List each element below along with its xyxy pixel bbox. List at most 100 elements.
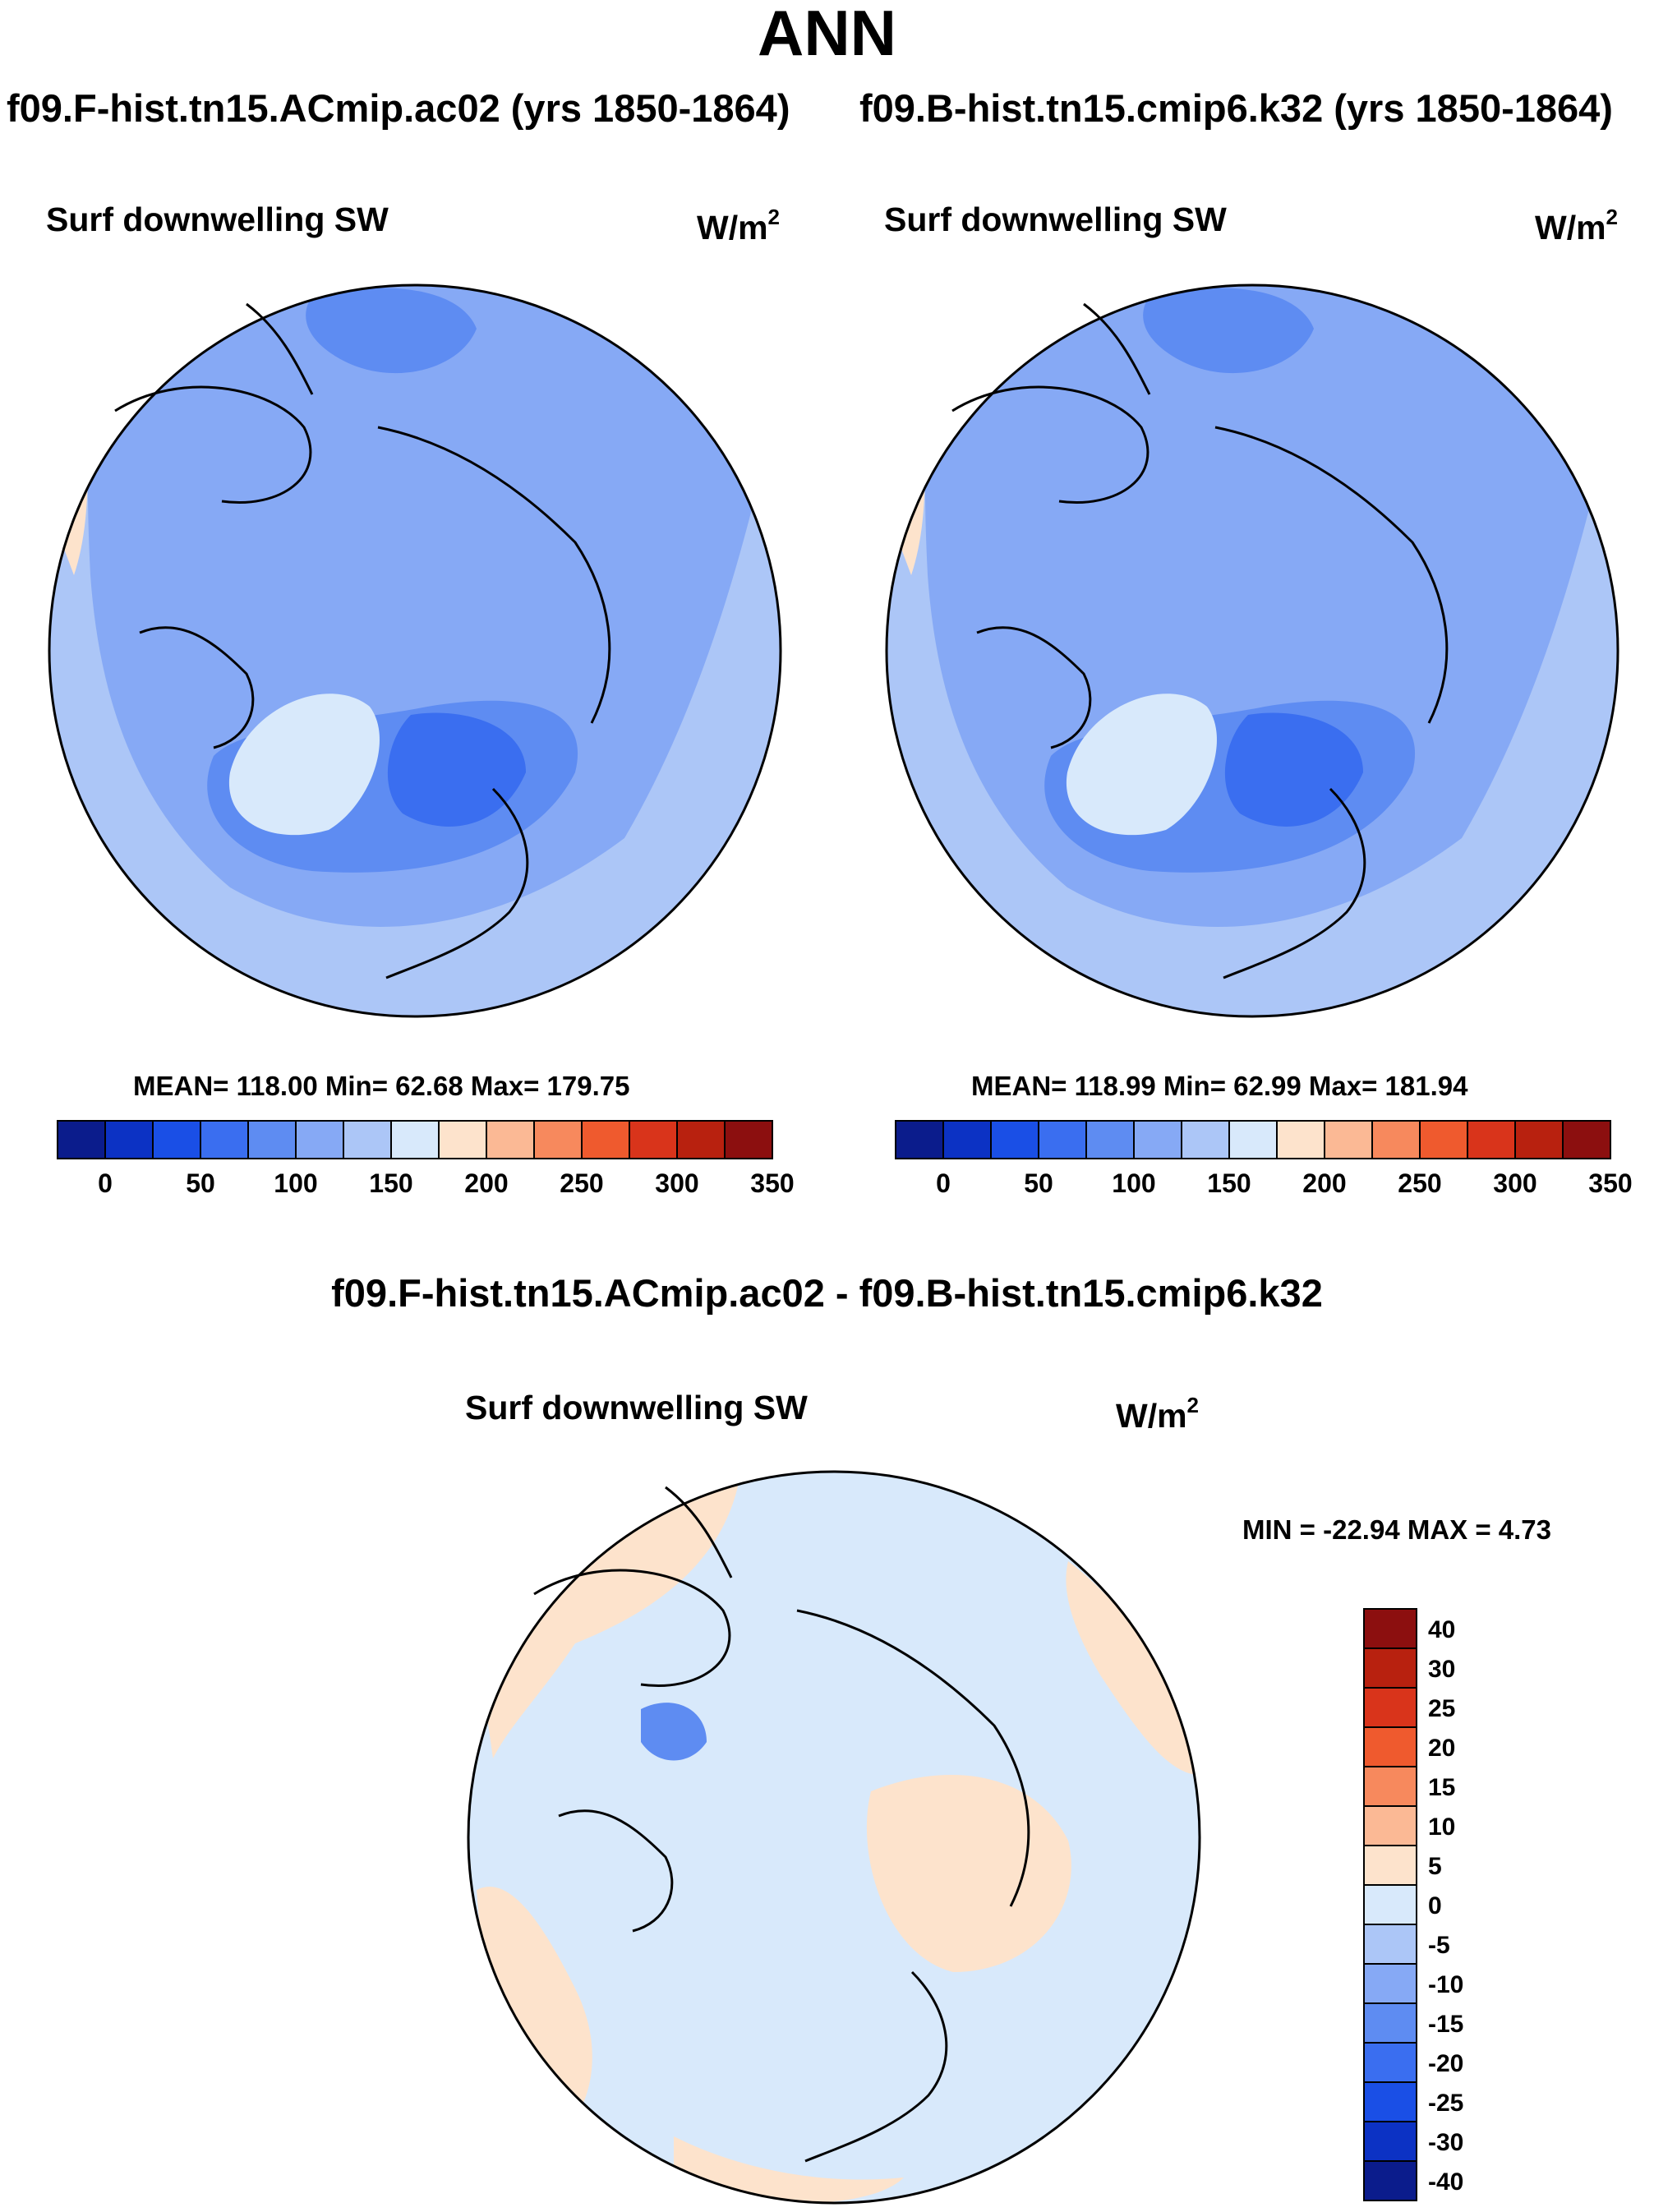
diff-colorbar-swatch-5	[1363, 1805, 1417, 1846]
diff-colorbar-swatch-0	[1363, 1608, 1417, 1649]
right-case-title: f09.B-hist.tn15.cmip6.k32 (yrs 1850-1864…	[859, 86, 1613, 130]
right-colorbar-tick-label: 100	[1112, 1168, 1156, 1198]
right-colorbar-swatch-10	[1371, 1120, 1421, 1159]
right-colorbar-tick-label: 250	[1398, 1168, 1442, 1198]
diff-warm-region-nw	[477, 1479, 739, 1758]
coast-hudson	[139, 626, 255, 749]
map-field-lowsw-pacific	[306, 288, 477, 374]
right-colorbar-swatch-11	[1419, 1120, 1468, 1159]
diff-colorbar-tick-label: 40	[1428, 1616, 1456, 1643]
left-colorbar-tick-label: 100	[274, 1168, 318, 1198]
left-colorbar-tick-label: 300	[655, 1168, 699, 1198]
right-colorbar-swatch-9	[1324, 1120, 1373, 1159]
right-units-label: W/m2	[1535, 205, 1619, 247]
diff-colorbar-tick-label: -15	[1428, 2011, 1464, 2038]
left-colorbar-swatch-8	[438, 1120, 487, 1159]
diff-colorbar-tick-label: 5	[1428, 1853, 1442, 1880]
coast-canada	[114, 385, 312, 504]
right-variable-label: Surf downwelling SW	[884, 200, 1227, 238]
coast-siberia	[377, 426, 611, 724]
diff-colorbar-tick-label: -25	[1428, 2090, 1464, 2117]
diff-colorbar-swatch-1	[1363, 1647, 1417, 1689]
left-colorbar-swatch-3	[200, 1120, 249, 1159]
left-colorbar-tick-label: 150	[369, 1168, 413, 1198]
left-case-title: f09.F-hist.tn15.ACmip.ac02 (yrs 1850-186…	[7, 86, 790, 130]
figure-title: ANN	[758, 0, 896, 69]
diff-colorbar-swatch-2	[1363, 1687, 1417, 1728]
left-variable-label: Surf downwelling SW	[46, 200, 389, 238]
coast-bering	[246, 302, 314, 395]
left-colorbar	[57, 1120, 773, 1159]
left-colorbar-swatch-11	[581, 1120, 630, 1159]
diff-case-title: f09.F-hist.tn15.ACmip.ac02 - f09.B-hist.…	[331, 1271, 1323, 1315]
diff-colorbar-swatch-6	[1363, 1845, 1417, 1886]
right-colorbar-tick-label: 150	[1207, 1168, 1251, 1198]
diff-colorbar-swatch-4	[1363, 1766, 1417, 1807]
diff-colorbar-tick-label: 15	[1428, 1774, 1456, 1801]
diff-colorbar-tick-label: 25	[1428, 1695, 1456, 1722]
left-colorbar-tick-label: 200	[464, 1168, 509, 1198]
right-colorbar-tick-label: 350	[1588, 1168, 1633, 1198]
left-colorbar-tick-label: 350	[750, 1168, 795, 1198]
diff-colorbar-tick-label: -40	[1428, 2168, 1464, 2196]
right-colorbar	[895, 1120, 1611, 1159]
right-colorbar-swatch-12	[1467, 1120, 1516, 1159]
diff-colorbar-tick-label: 30	[1428, 1656, 1456, 1683]
diff-colorbar-swatch-7	[1363, 1884, 1417, 1925]
left-colorbar-swatch-5	[295, 1120, 344, 1159]
diff-colorbar-swatch-10	[1363, 2002, 1417, 2044]
left-map-border	[48, 283, 782, 1018]
left-colorbar-tick-label: 50	[186, 1168, 215, 1198]
diff-colorbar-tick-label: -20	[1428, 2050, 1464, 2077]
left-colorbar-swatch-1	[104, 1120, 154, 1159]
right-colorbar-tick-label: 200	[1302, 1168, 1347, 1198]
diff-colorbar-tick-label: 0	[1428, 1892, 1442, 1919]
right-map-border	[885, 283, 1619, 1018]
right-colorbar-swatch-2	[990, 1120, 1039, 1159]
map-field-min-region	[387, 712, 526, 827]
left-colorbar-swatch-4	[247, 1120, 297, 1159]
right-colorbar-swatch-6	[1181, 1120, 1230, 1159]
left-units-label: W/m2	[697, 205, 781, 247]
left-colorbar-swatch-12	[629, 1120, 678, 1159]
left-colorbar-swatch-13	[676, 1120, 726, 1159]
diff-cold-spot	[641, 1703, 707, 1761]
diff-warm-region-center	[866, 1775, 1071, 1972]
right-colorbar-swatch-4	[1085, 1120, 1135, 1159]
left-colorbar-swatch-2	[152, 1120, 201, 1159]
diff-colorbar-tick-label: -5	[1428, 1932, 1450, 1959]
diff-colorbar-swatch-3	[1363, 1726, 1417, 1767]
left-colorbar-swatch-14	[724, 1120, 773, 1159]
diff-colorbar-swatch-14	[1363, 2160, 1417, 2201]
diff-polar-map	[467, 1470, 1201, 2205]
diff-colorbar-tick-label: 20	[1428, 1735, 1456, 1762]
coast-europe	[385, 787, 529, 979]
diff-warm-region-s	[674, 2136, 904, 2203]
right-colorbar-tick-label: 0	[936, 1168, 951, 1198]
diff-colorbar-tick-label: 10	[1428, 1813, 1456, 1841]
right-colorbar-swatch-8	[1276, 1120, 1325, 1159]
left-colorbar-swatch-7	[390, 1120, 440, 1159]
diff-warm-region-ne	[1066, 1561, 1200, 1775]
right-colorbar-swatch-7	[1228, 1120, 1278, 1159]
left-stats: MEAN= 118.00 Min= 62.68 Max= 179.75	[133, 1071, 630, 1101]
left-colorbar-tick-label: 250	[560, 1168, 604, 1198]
diff-variable-label: Surf downwelling SW	[465, 1389, 808, 1426]
right-colorbar-tick-label: 300	[1493, 1168, 1537, 1198]
diff-colorbar-tick-label: -10	[1428, 1971, 1464, 1998]
left-colorbar-swatch-9	[486, 1120, 535, 1159]
right-colorbar-tick-label: 50	[1024, 1168, 1053, 1198]
diff-colorbar	[1363, 1608, 1417, 2201]
right-colorbar-swatch-14	[1562, 1120, 1611, 1159]
left-colorbar-tick-label: 0	[98, 1168, 113, 1198]
left-colorbar-swatch-6	[343, 1120, 392, 1159]
right-stats: MEAN= 118.99 Min= 62.99 Max= 181.94	[971, 1071, 1468, 1101]
right-colorbar-swatch-5	[1133, 1120, 1182, 1159]
right-polar-map	[885, 283, 1619, 1018]
right-colorbar-swatch-13	[1514, 1120, 1564, 1159]
diff-colorbar-swatch-11	[1363, 2042, 1417, 2083]
diff-colorbar-swatch-13	[1363, 2121, 1417, 2162]
right-colorbar-swatch-0	[895, 1120, 944, 1159]
right-colorbar-swatch-1	[942, 1120, 992, 1159]
